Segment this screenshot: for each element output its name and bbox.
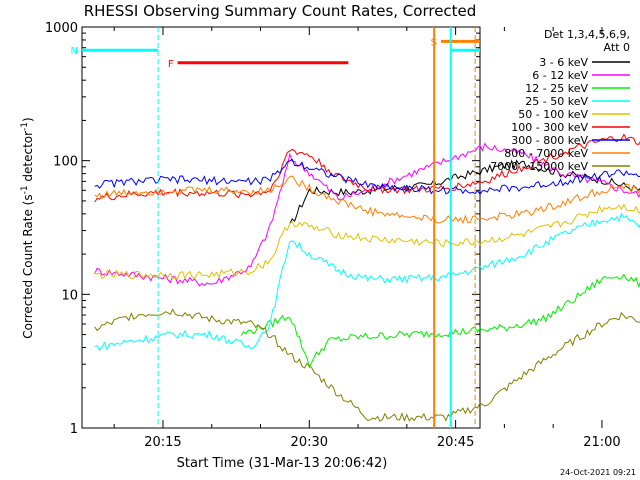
series-layer — [94, 133, 640, 423]
y-tick-label: 10 — [61, 288, 78, 303]
chart-title: RHESSI Observing Summary Count Rates, Co… — [84, 2, 477, 20]
legend-label: 100 - 300 keV — [511, 121, 588, 134]
series-line — [94, 158, 640, 196]
legend-label: 25 - 50 keV — [525, 95, 588, 108]
x-tick-label: 20:15 — [144, 435, 181, 450]
legend-label: 6 - 12 keV — [532, 69, 588, 82]
legend-header-1: Det 1,3,4,5,6,9, — [544, 28, 630, 41]
x-tick-label: 21:00 — [583, 435, 620, 450]
legend-label: 50 - 100 keV — [518, 108, 588, 121]
legend-label: 800 - 7000 keV — [504, 147, 588, 160]
flag-label: F — [168, 59, 174, 70]
y-tick-label: 100 — [53, 155, 78, 170]
legend-label: 12 - 25 keV — [525, 82, 588, 95]
series-line — [94, 203, 640, 280]
series-line — [94, 308, 640, 423]
legend-header-2: Att 0 — [604, 41, 630, 54]
flag-layer: NFS — [71, 27, 480, 428]
y-tick-label: 1 — [70, 422, 78, 437]
series-line — [94, 142, 640, 287]
series-line — [94, 175, 640, 225]
y-axis: 1 10 100 1000 — [45, 21, 480, 437]
x-axis-label: Start Time (31-Mar-13 20:06:42) — [177, 456, 388, 471]
series-line — [289, 159, 640, 224]
x-tick-label: 20:30 — [291, 435, 328, 450]
x-tick-label: 20:45 — [437, 435, 474, 450]
plot-frame — [81, 26, 481, 429]
flag-label: N — [71, 46, 78, 57]
series-line — [94, 212, 640, 352]
legend-label: 7000 - 15000 keV — [490, 160, 588, 173]
y-axis-label: Corrected Count Rate (s-1 detector-1) — [20, 117, 35, 338]
legend-label: 3 - 6 keV — [539, 56, 588, 69]
y-tick-label: 1000 — [45, 21, 78, 36]
series-line — [240, 273, 640, 369]
legend-label: 300 - 800 keV — [511, 134, 588, 147]
timestamp: 24-Oct-2021 09:21 — [560, 468, 636, 477]
